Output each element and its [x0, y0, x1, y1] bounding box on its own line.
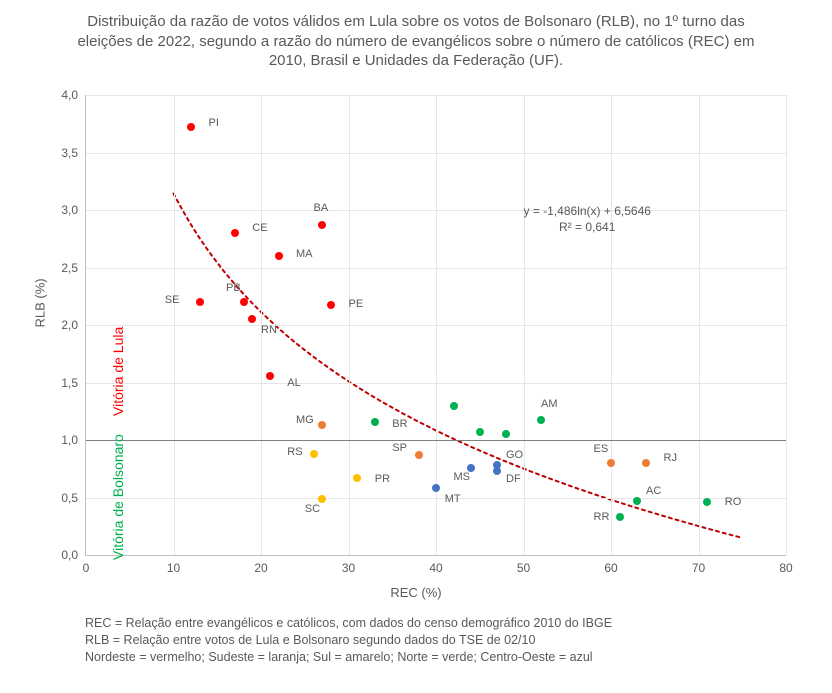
- xtick-label: 20: [254, 561, 267, 575]
- data-point-to: [476, 428, 484, 436]
- xtick-label: 70: [692, 561, 705, 575]
- data-point-se: [196, 298, 204, 306]
- data-point-ce: [231, 229, 239, 237]
- data-point-rr: [616, 513, 624, 521]
- data-point-pi: [187, 123, 195, 131]
- point-label-sc: SC: [305, 503, 320, 515]
- data-point-ro: [703, 498, 711, 506]
- data-point-pr: [353, 474, 361, 482]
- data-point-al: [266, 372, 274, 380]
- xtick-label: 40: [429, 561, 442, 575]
- gridline-v: [611, 95, 612, 555]
- chart-title: Distribuição da razão de votos válidos e…: [0, 0, 832, 76]
- data-point-ba: [318, 221, 326, 229]
- footnotes: REC = Relação entre evangélicos e católi…: [85, 615, 612, 666]
- point-label-mg: MG: [296, 414, 314, 426]
- xtick-label: 80: [779, 561, 792, 575]
- point-label-es: ES: [594, 443, 609, 455]
- point-label-am: AM: [541, 398, 558, 410]
- equation-block: y = -1,486ln(x) + 6,5646R² = 0,641: [524, 204, 651, 235]
- data-point-mg: [318, 421, 326, 429]
- ytick-label: 2,0: [61, 318, 78, 332]
- data-point-ap: [502, 430, 510, 438]
- data-point-ac: [633, 497, 641, 505]
- scatter-chart: 0,00,51,01,52,02,53,03,54,00102030405060…: [85, 95, 786, 556]
- point-label-ac: AC: [646, 485, 661, 497]
- data-point-rs: [310, 450, 318, 458]
- xtick-label: 50: [517, 561, 530, 575]
- point-label-sp: SP: [392, 442, 407, 454]
- point-label-ms: MS: [454, 471, 471, 483]
- ytick-label: 3,5: [61, 146, 78, 160]
- xtick-label: 0: [83, 561, 90, 575]
- equation-formula: y = -1,486ln(x) + 6,5646: [524, 204, 651, 220]
- equation-r2: R² = 0,641: [524, 220, 651, 236]
- point-label-ma: MA: [296, 248, 313, 260]
- data-point-mt: [432, 484, 440, 492]
- ytick-label: 2,5: [61, 261, 78, 275]
- ytick-label: 4,0: [61, 88, 78, 102]
- point-label-ba: BA: [314, 202, 329, 214]
- label-vitoria-lula: Vitória de Lula: [110, 327, 126, 416]
- point-label-go: GO: [506, 449, 523, 461]
- reference-line: [86, 440, 786, 441]
- ytick-label: 1,5: [61, 376, 78, 390]
- ytick-label: 3,0: [61, 203, 78, 217]
- data-point-sc: [318, 495, 326, 503]
- data-point-ma: [275, 252, 283, 260]
- point-label-rn: RN: [261, 324, 277, 336]
- data-point-df: [493, 467, 501, 475]
- data-point-rj: [642, 459, 650, 467]
- point-label-pr: PR: [375, 473, 390, 485]
- point-label-rs: RS: [287, 446, 302, 458]
- point-label-pi: PI: [209, 117, 219, 129]
- gridline-v: [786, 95, 787, 555]
- point-label-rr: RR: [594, 511, 610, 523]
- data-point-br: [371, 418, 379, 426]
- y-axis-label: RLB (%): [33, 278, 48, 327]
- ytick-label: 1,0: [61, 433, 78, 447]
- point-label-br: BR: [392, 418, 407, 430]
- gridline-v: [524, 95, 525, 555]
- data-point-pb: [240, 298, 248, 306]
- ytick-label: 0,5: [61, 491, 78, 505]
- footnote-1: REC = Relação entre evangélicos e católi…: [85, 615, 612, 632]
- point-label-pb: PB: [226, 282, 241, 294]
- data-point-am: [537, 416, 545, 424]
- gridline-v: [174, 95, 175, 555]
- data-point-es: [607, 459, 615, 467]
- point-label-ce: CE: [252, 222, 267, 234]
- point-label-se: SE: [165, 294, 180, 306]
- data-point-pe: [327, 301, 335, 309]
- xtick-label: 10: [167, 561, 180, 575]
- point-label-rj: RJ: [664, 452, 677, 464]
- label-vitoria-bolsonaro: Vitória de Bolsonaro: [110, 434, 126, 560]
- xtick-label: 30: [342, 561, 355, 575]
- x-axis-label: REC (%): [0, 585, 832, 600]
- point-label-al: AL: [287, 377, 300, 389]
- gridline-v: [699, 95, 700, 555]
- data-point-rn: [248, 315, 256, 323]
- xtick-label: 60: [604, 561, 617, 575]
- data-point-pa: [450, 402, 458, 410]
- ytick-label: 0,0: [61, 548, 78, 562]
- data-point-sp: [415, 451, 423, 459]
- point-label-df: DF: [506, 473, 521, 485]
- gridline-v: [349, 95, 350, 555]
- footnote-3: Nordeste = vermelho; Sudeste = laranja; …: [85, 649, 612, 666]
- footnote-2: RLB = Relação entre votos de Lula e Bols…: [85, 632, 612, 649]
- point-label-pe: PE: [349, 298, 364, 310]
- point-label-mt: MT: [445, 493, 461, 505]
- point-label-ro: RO: [725, 496, 742, 508]
